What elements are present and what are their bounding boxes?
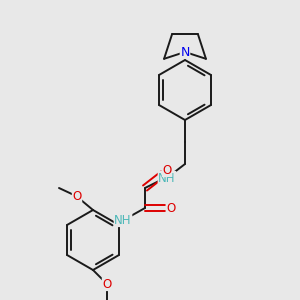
Text: O: O (72, 190, 82, 202)
Text: O: O (102, 278, 112, 290)
Text: N: N (180, 46, 190, 59)
Text: NH: NH (158, 172, 176, 184)
Text: O: O (162, 164, 172, 176)
Text: NH: NH (114, 214, 132, 226)
Text: O: O (167, 202, 176, 214)
